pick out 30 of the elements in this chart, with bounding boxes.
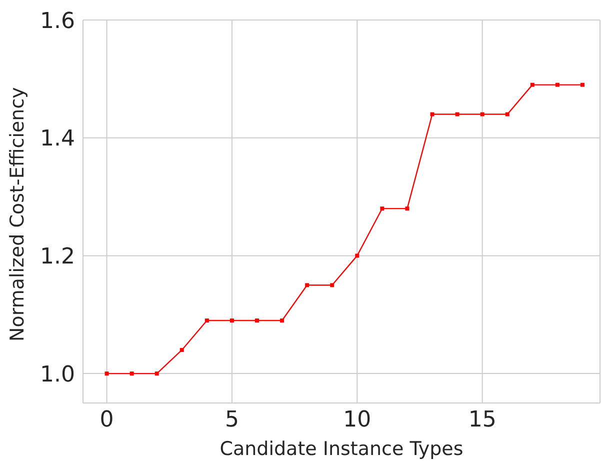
y-tick-label: 1.6 [40,8,75,34]
x-tick-label: 0 [100,408,114,433]
y-axis-title: Normalized Cost-Efficiency [6,87,29,342]
point [580,82,584,87]
point [530,82,534,87]
point [104,372,109,376]
point [455,112,460,116]
point [355,254,360,258]
point [505,112,510,116]
x-tick-label: 5 [224,408,239,433]
point [330,283,334,288]
y-tick-label: 1.4 [40,126,75,152]
point [230,318,234,323]
point [430,112,434,116]
point [405,206,410,211]
y-tick-label: 1.2 [40,244,75,270]
x-tick-label: 15 [468,408,496,433]
y-tick-label: 1.0 [40,362,75,388]
point [305,283,310,288]
point [280,318,284,323]
point [380,206,384,211]
point [255,318,259,323]
point [204,318,209,323]
point [555,82,560,87]
point [130,372,134,376]
point [480,112,484,116]
x-axis-title: Candidate Instance Types [220,438,464,460]
point [180,348,184,352]
point [154,372,159,376]
x-tick-label: 10 [343,408,372,433]
